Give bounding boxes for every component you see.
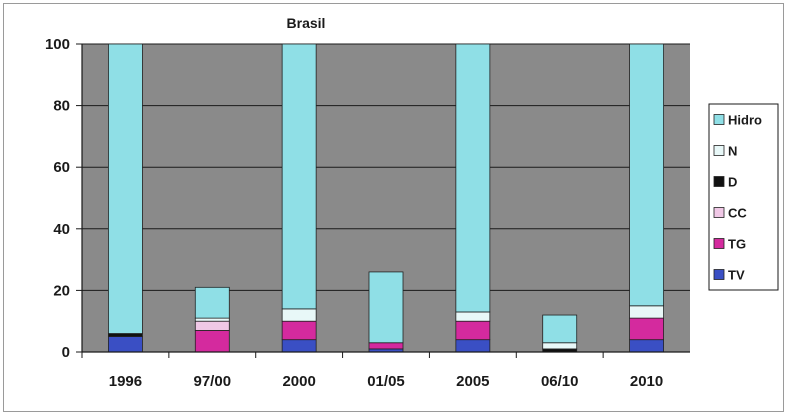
x-tick-label: 01/05 bbox=[367, 373, 405, 390]
bar-segment-tv bbox=[108, 336, 143, 353]
bar-segment-hidro bbox=[368, 271, 404, 344]
bar-segment-tg bbox=[629, 317, 664, 341]
legend-swatch-n bbox=[713, 145, 725, 156]
legend-label-cc: CC bbox=[728, 206, 747, 221]
bar-segment-tg bbox=[281, 320, 317, 341]
legend-swatch-tg bbox=[713, 238, 725, 249]
bar-segment-cc bbox=[194, 320, 230, 331]
legend-box bbox=[708, 103, 779, 291]
plot-area: 0 20 40 60 80 100 1996 97/00 2000 01/05 2005 06/10 2… bbox=[45, 36, 690, 390]
bar-segment-hidro bbox=[542, 314, 578, 344]
chart-title: Brasil bbox=[287, 15, 326, 31]
bar-segment-hidro bbox=[108, 43, 143, 334]
bar-segment-tg bbox=[194, 330, 230, 353]
x-tick-label: 2010 bbox=[630, 373, 663, 390]
bar-segment-n bbox=[281, 308, 317, 322]
legend-swatch-d bbox=[713, 176, 725, 187]
bar-segment-tg bbox=[368, 342, 404, 350]
legend-label-tg: TG bbox=[728, 237, 746, 252]
y-tick-label: 80 bbox=[53, 98, 70, 115]
bar-segment-tv bbox=[629, 339, 664, 353]
legend-swatch-cc bbox=[713, 207, 725, 218]
y-tick-label: 60 bbox=[53, 159, 70, 176]
bar-segment-tg bbox=[455, 320, 491, 341]
y-tick-label: 20 bbox=[53, 282, 70, 299]
x-tick-label: 2000 bbox=[282, 373, 315, 390]
bar-segment-hidro bbox=[629, 43, 664, 307]
legend-label-tv: TV bbox=[728, 268, 745, 283]
legend-swatch-tv bbox=[713, 269, 725, 280]
x-tick-label: 2005 bbox=[456, 373, 489, 390]
x-tick-label: 06/10 bbox=[541, 373, 579, 390]
legend-swatch-hidro bbox=[713, 114, 725, 125]
legend: Hidro N D CC TG TV bbox=[708, 103, 779, 291]
bar-segment-hidro bbox=[455, 43, 491, 313]
legend-label-d: D bbox=[728, 175, 737, 190]
y-tick-label: 100 bbox=[45, 36, 70, 53]
legend-label-n: N bbox=[728, 144, 737, 159]
legend-label-hidro: Hidro bbox=[728, 113, 762, 128]
y-tick-label: 40 bbox=[53, 221, 70, 238]
bar-segment-n bbox=[542, 342, 578, 350]
x-tick-label: 1996 bbox=[109, 373, 142, 390]
bar-segment-n bbox=[629, 305, 664, 319]
bar-segment-d bbox=[108, 333, 143, 337]
bar-segment-n bbox=[194, 317, 230, 322]
x-tick-label: 97/00 bbox=[194, 373, 232, 390]
bar-segment-hidro bbox=[194, 286, 230, 319]
bar-segment-tv bbox=[281, 339, 317, 353]
bar-segment-n bbox=[455, 311, 491, 322]
bar-segment-hidro bbox=[281, 43, 317, 310]
bar-segment-tv bbox=[455, 339, 491, 353]
y-tick-label: 0 bbox=[62, 344, 70, 361]
